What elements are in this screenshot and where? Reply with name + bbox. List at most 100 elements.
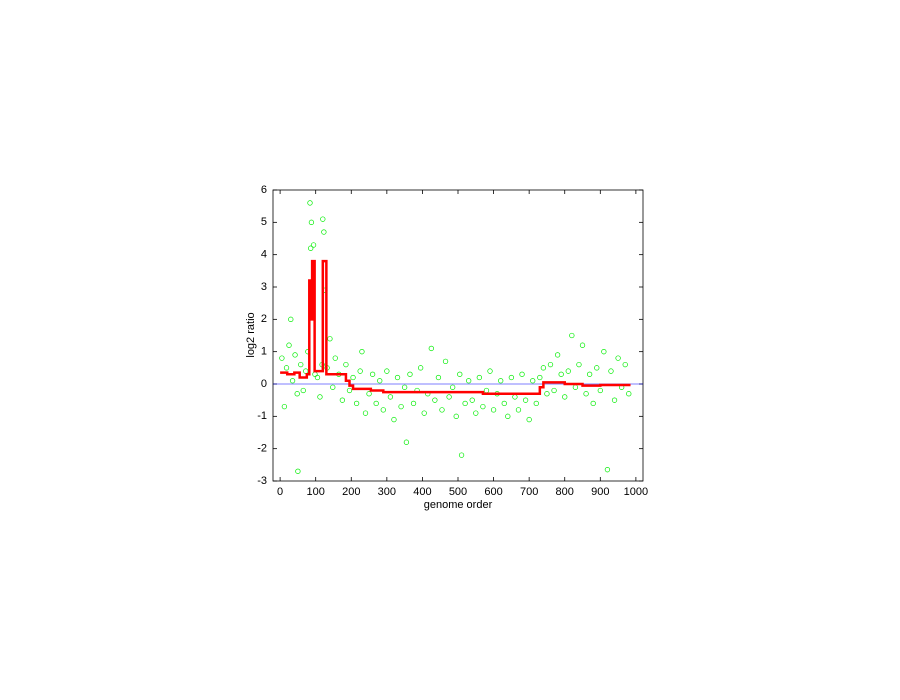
data-point [576, 361, 582, 368]
data-point [394, 374, 401, 381]
data-point [615, 355, 621, 361]
data-point [295, 468, 301, 474]
data-point [403, 439, 410, 445]
data-point [373, 400, 379, 407]
data-point [428, 345, 434, 352]
data-point [387, 394, 394, 400]
data-point [590, 400, 596, 407]
y-tick-label: 1 [261, 346, 267, 358]
data-point [586, 371, 593, 377]
y-tick-label: 4 [261, 249, 267, 261]
x-tick-label: 700 [520, 486, 538, 498]
data-point [462, 400, 468, 407]
data-point [473, 410, 479, 416]
data-point [377, 378, 383, 384]
data-point [357, 368, 363, 374]
data-point [551, 387, 557, 394]
data-point [611, 397, 618, 403]
segment-line [280, 259, 631, 395]
data-point [626, 391, 632, 397]
data-point [288, 316, 294, 322]
data-point [466, 378, 472, 384]
x-tick-label: 0 [277, 486, 283, 498]
data-point [298, 361, 304, 368]
y-tick-label: 6 [261, 184, 267, 196]
data-point [307, 200, 313, 206]
data-point [321, 229, 327, 235]
data-point [498, 378, 504, 384]
x-tick-label: 400 [413, 486, 431, 498]
y-tick-label: 0 [261, 378, 267, 390]
data-point [417, 365, 424, 371]
x-tick-label: 800 [556, 486, 574, 498]
y-tick-label: -2 [257, 443, 267, 455]
data-point [522, 397, 529, 403]
data-point [579, 342, 586, 348]
data-point [458, 452, 465, 458]
data-point [407, 371, 413, 377]
data-point [554, 352, 561, 358]
data-point [292, 352, 298, 358]
data-point [317, 394, 323, 400]
data-point [569, 332, 575, 339]
x-tick-label: 500 [449, 486, 467, 498]
plot-frame [272, 189, 644, 482]
y-tick-label: 2 [261, 313, 267, 325]
y-axis-label: log2 ratio [245, 312, 257, 357]
data-point [487, 368, 493, 374]
data-point [380, 407, 386, 413]
data-point [439, 407, 445, 413]
data-point [583, 391, 589, 397]
x-tick-label: 100 [307, 486, 325, 498]
data-point [515, 407, 522, 413]
data-point [421, 410, 427, 416]
data-point [469, 397, 475, 403]
data-point [410, 400, 417, 407]
data-point [544, 391, 550, 397]
data-point [565, 368, 571, 374]
data-point [359, 349, 365, 355]
data-point [601, 349, 607, 355]
data-point [533, 400, 539, 407]
data-point [537, 374, 543, 381]
data-point [398, 403, 404, 410]
data-point [453, 413, 459, 419]
data-point [530, 378, 536, 384]
x-axis-label: genome order [424, 499, 493, 511]
data-point [308, 245, 314, 251]
y-tick-label: -3 [257, 475, 267, 487]
data-point [526, 416, 532, 423]
data-point [330, 384, 336, 390]
data-point [289, 378, 296, 384]
data-point [310, 242, 317, 248]
data-point [308, 219, 315, 225]
data-point [597, 387, 603, 394]
data-point [294, 391, 300, 397]
x-tick-label: 1000 [624, 486, 648, 498]
data-point [508, 374, 515, 381]
data-point [350, 374, 356, 381]
y-tick-label: -1 [257, 410, 267, 422]
data-point [346, 387, 353, 394]
data-point [327, 336, 333, 342]
data-point [353, 400, 360, 407]
data-point [622, 361, 628, 368]
data-point [604, 467, 611, 473]
data-point [286, 342, 292, 348]
data-point [435, 374, 442, 381]
data-point [457, 371, 463, 377]
data-point [562, 394, 568, 400]
data-point [339, 397, 346, 403]
data-point [519, 371, 525, 377]
data-point [279, 355, 285, 361]
data-point [401, 384, 408, 390]
data-point [366, 391, 372, 397]
data-point [547, 361, 554, 368]
data-point [362, 410, 369, 416]
data-point [281, 403, 288, 410]
x-tick-label: 900 [591, 486, 609, 498]
data-point [332, 355, 338, 361]
data-point [442, 358, 449, 365]
data-point [391, 416, 397, 423]
data-point [608, 368, 614, 374]
